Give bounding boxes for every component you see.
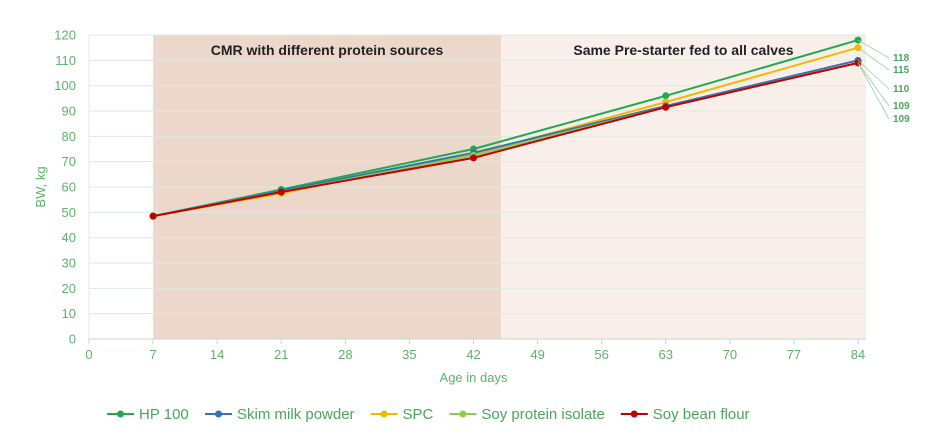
- x-tick-label-14: 14: [210, 347, 224, 362]
- y-tick-label-50: 50: [62, 205, 76, 220]
- legend-label-1: Skim milk powder: [237, 406, 355, 423]
- legend-swatch-marker-1: [215, 410, 223, 418]
- gridlines: [89, 34, 866, 315]
- legend-swatch-marker-3: [459, 410, 467, 418]
- legend: HP 100 Skim milk powder SPC Soy protein iso…: [107, 406, 750, 423]
- end-label-1: 110: [893, 84, 910, 95]
- y-tick-label-10: 10: [62, 306, 76, 321]
- x-tick-label-84: 84: [851, 347, 865, 362]
- y-tick-label-30: 30: [62, 256, 76, 271]
- end-label-3: 109: [893, 101, 910, 112]
- x-tick-label-28: 28: [338, 347, 352, 362]
- x-tick-label-56: 56: [594, 347, 608, 362]
- legend-label-3: Soy protein isolate: [481, 406, 604, 423]
- x-tick-label-77: 77: [787, 347, 801, 362]
- end-label-leader-4: [857, 62, 890, 120]
- legend-swatch-marker-0: [117, 410, 124, 418]
- x-tick-label-70: 70: [723, 347, 737, 362]
- legend-item-0: HP 100: [107, 406, 189, 423]
- x-axis-title: Age in days: [440, 370, 508, 385]
- data-point-4-0: [149, 212, 157, 220]
- y-tick-label-80: 80: [62, 129, 76, 144]
- series-4: [149, 59, 862, 220]
- legend-swatch-marker-2: [380, 410, 388, 418]
- legend-label-0: HP 100: [139, 406, 189, 423]
- y-axis-title: BW, kg: [33, 166, 48, 207]
- end-label-0: 118: [893, 53, 910, 64]
- y-tick-label-120: 120: [54, 28, 76, 43]
- legend-label-4: Soy bean flour: [653, 406, 750, 423]
- x-tick-label-35: 35: [402, 347, 416, 362]
- x-tick-label-49: 49: [530, 347, 544, 362]
- end-label-4: 109: [893, 114, 910, 125]
- end-label-leader-3: [857, 62, 890, 107]
- y-tick-label-40: 40: [62, 230, 76, 245]
- y-tick-label-110: 110: [55, 53, 76, 68]
- legend-item-4: Soy bean flour: [620, 406, 750, 423]
- x-tick-label-63: 63: [659, 347, 673, 362]
- y-tick-label-20: 20: [62, 281, 76, 296]
- x-tick-label-7: 7: [149, 347, 156, 362]
- legend-swatch-marker-4: [630, 410, 638, 418]
- legend-item-1: Skim milk powder: [205, 406, 355, 423]
- x-tick-label-42: 42: [466, 347, 480, 362]
- axes: 0 10 20 30 40 50 60 70 80 90 100 110 120 0 7 14 21 28 35 42…: [33, 28, 866, 385]
- legend-label-2: SPC: [403, 406, 434, 423]
- y-tick-label-100: 100: [54, 78, 76, 93]
- x-tick-label-21: 21: [274, 347, 288, 362]
- data-point-0-3: [662, 92, 670, 100]
- x-tick-label-0: 0: [85, 347, 92, 362]
- data-point-4-3: [662, 103, 670, 111]
- data-point-4-2: [470, 154, 477, 162]
- phase-label-1: CMR with different protein sources: [211, 42, 444, 58]
- y-tick-label-60: 60: [62, 180, 76, 195]
- y-tick-label-90: 90: [62, 104, 76, 119]
- phase-label-2: Same Pre-starter fed to all calves: [573, 42, 793, 58]
- y-tick-label-0: 0: [69, 332, 76, 347]
- end-label-leader-0: [857, 39, 890, 59]
- legend-item-3: Soy protein isolate: [449, 406, 605, 423]
- series-layer: [149, 36, 862, 220]
- y-tick-label-70: 70: [62, 154, 76, 169]
- end-label-leader-2: [857, 47, 890, 71]
- end-label-2: 115: [893, 65, 910, 76]
- end-label-leader-1: [857, 60, 890, 90]
- legend-item-2: SPC: [370, 406, 434, 423]
- data-point-4-1: [277, 188, 285, 196]
